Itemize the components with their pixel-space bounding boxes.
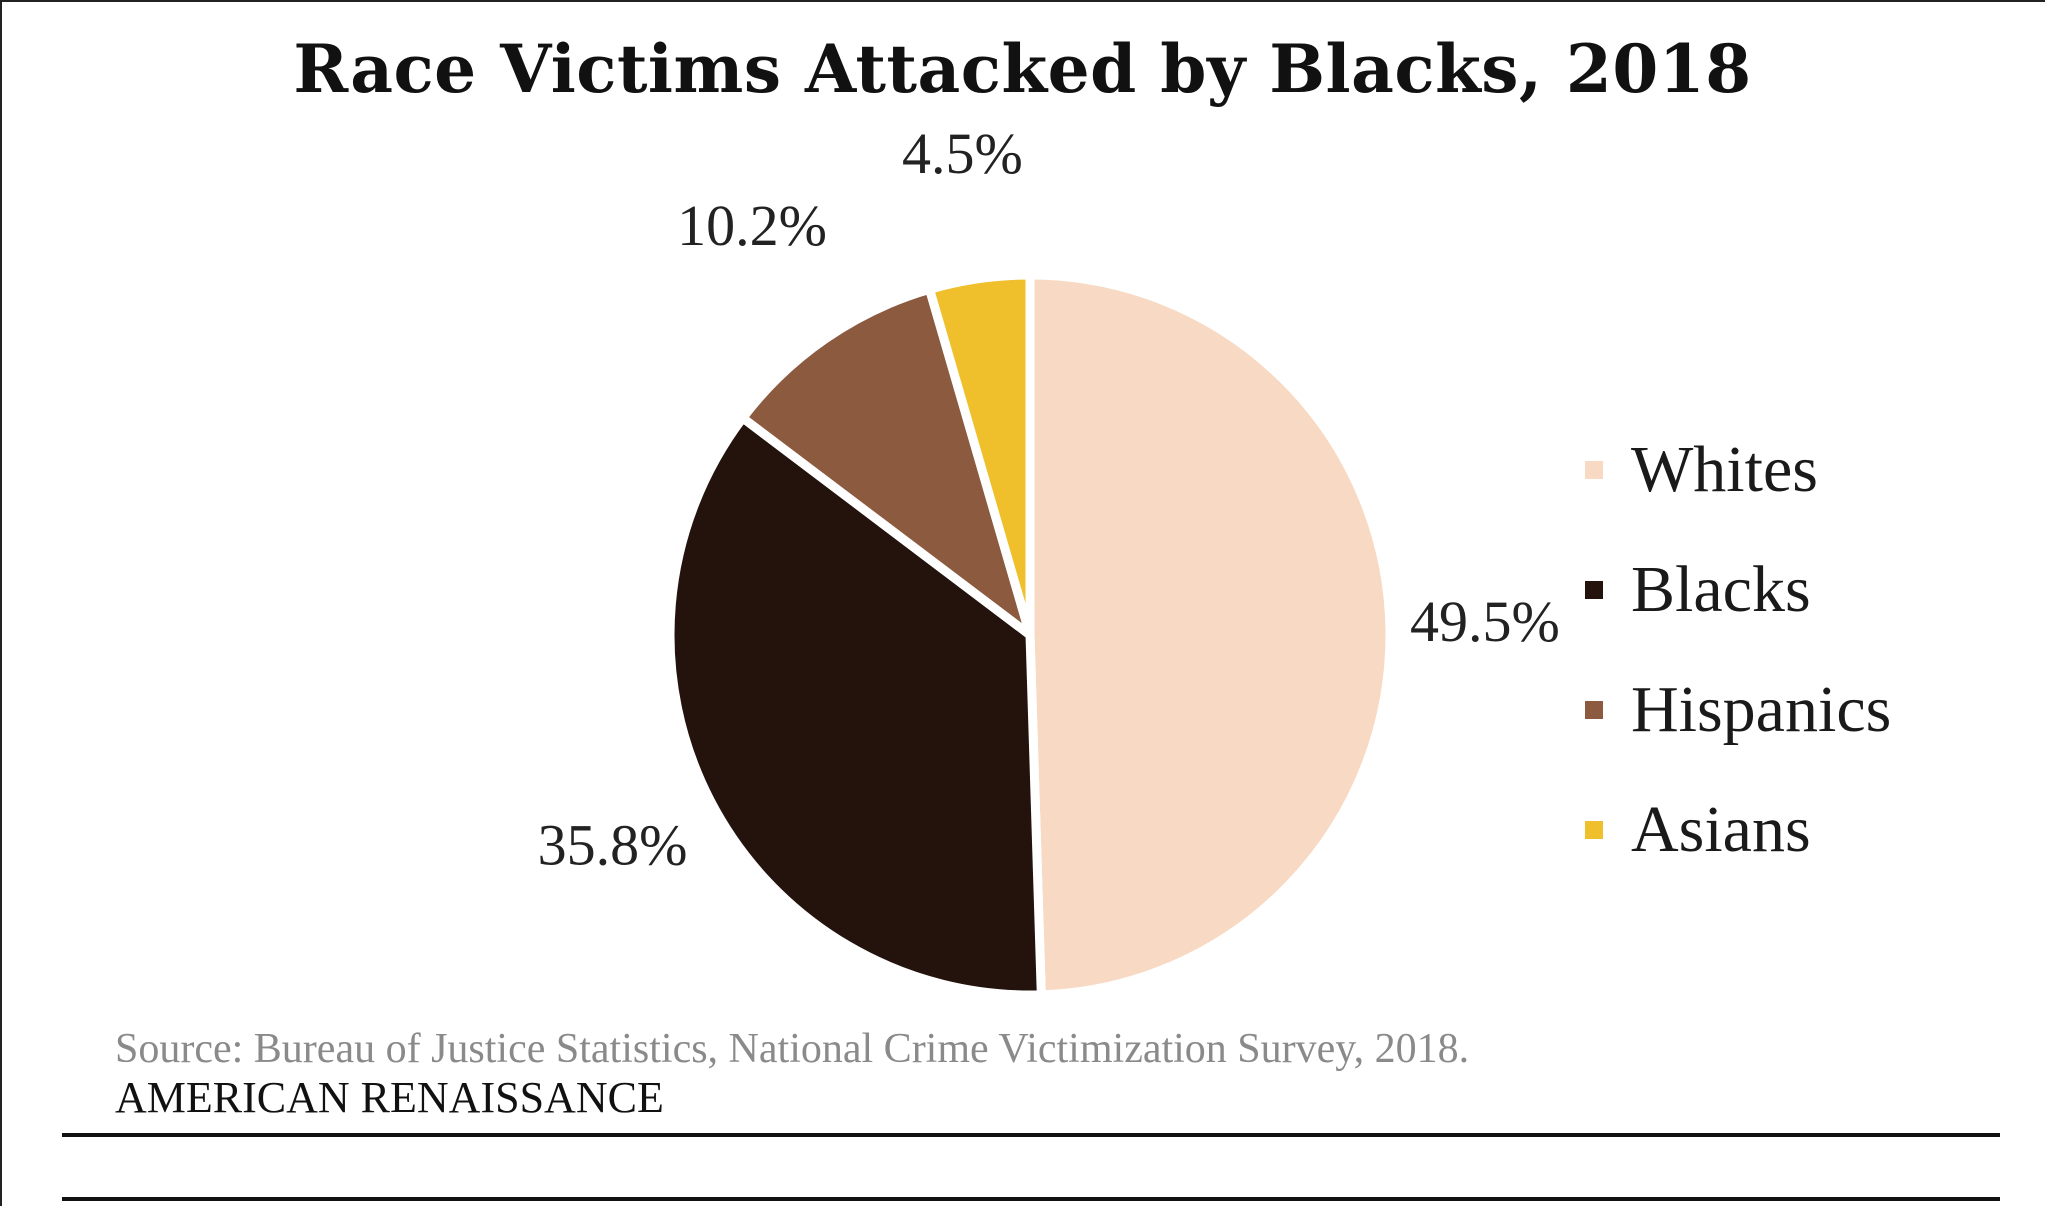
pie-slice-asians bbox=[925, 270, 1035, 640]
legend-swatch bbox=[1585, 821, 1603, 839]
data-label-blacks: 35.8% bbox=[538, 812, 688, 877]
pie-slice-blacks bbox=[665, 413, 1046, 1000]
pie-slice-whites bbox=[1025, 270, 1395, 1000]
data-label-asians: 4.5% bbox=[902, 121, 1023, 186]
brand-name: AMERICAN RENAISSANCE bbox=[115, 1073, 664, 1122]
pie-slices bbox=[665, 270, 1395, 1000]
legend-swatch bbox=[1585, 461, 1603, 479]
chart-title: Race Victims Attacked by Blacks, 2018 bbox=[293, 30, 1752, 108]
pie-slice-hispanics bbox=[738, 284, 1035, 640]
legend-label: Asians bbox=[1631, 793, 1811, 866]
source-note: Source: Bureau of Justice Statistics, Na… bbox=[115, 1026, 1470, 1072]
legend-item-asians: Asians bbox=[1585, 770, 1891, 890]
data-label-whites: 49.5% bbox=[1410, 589, 1560, 654]
divider bbox=[62, 1133, 2000, 1137]
pie-labels: 49.5% 35.8% 10.2% 4.5% bbox=[538, 121, 1560, 877]
data-label-hispanics: 10.2% bbox=[677, 193, 827, 258]
legend-swatch bbox=[1585, 701, 1603, 719]
divider bbox=[62, 1197, 2000, 1201]
legend: Whites Blacks Hispanics Asians bbox=[1585, 410, 1891, 890]
legend-label: Blacks bbox=[1631, 553, 1811, 626]
legend-label: Hispanics bbox=[1631, 673, 1892, 746]
legend-item-whites: Whites bbox=[1585, 410, 1891, 530]
legend-label: Whites bbox=[1631, 433, 1818, 506]
legend-swatch bbox=[1585, 581, 1603, 599]
legend-item-blacks: Blacks bbox=[1585, 530, 1891, 650]
legend-item-hispanics: Hispanics bbox=[1585, 650, 1891, 770]
